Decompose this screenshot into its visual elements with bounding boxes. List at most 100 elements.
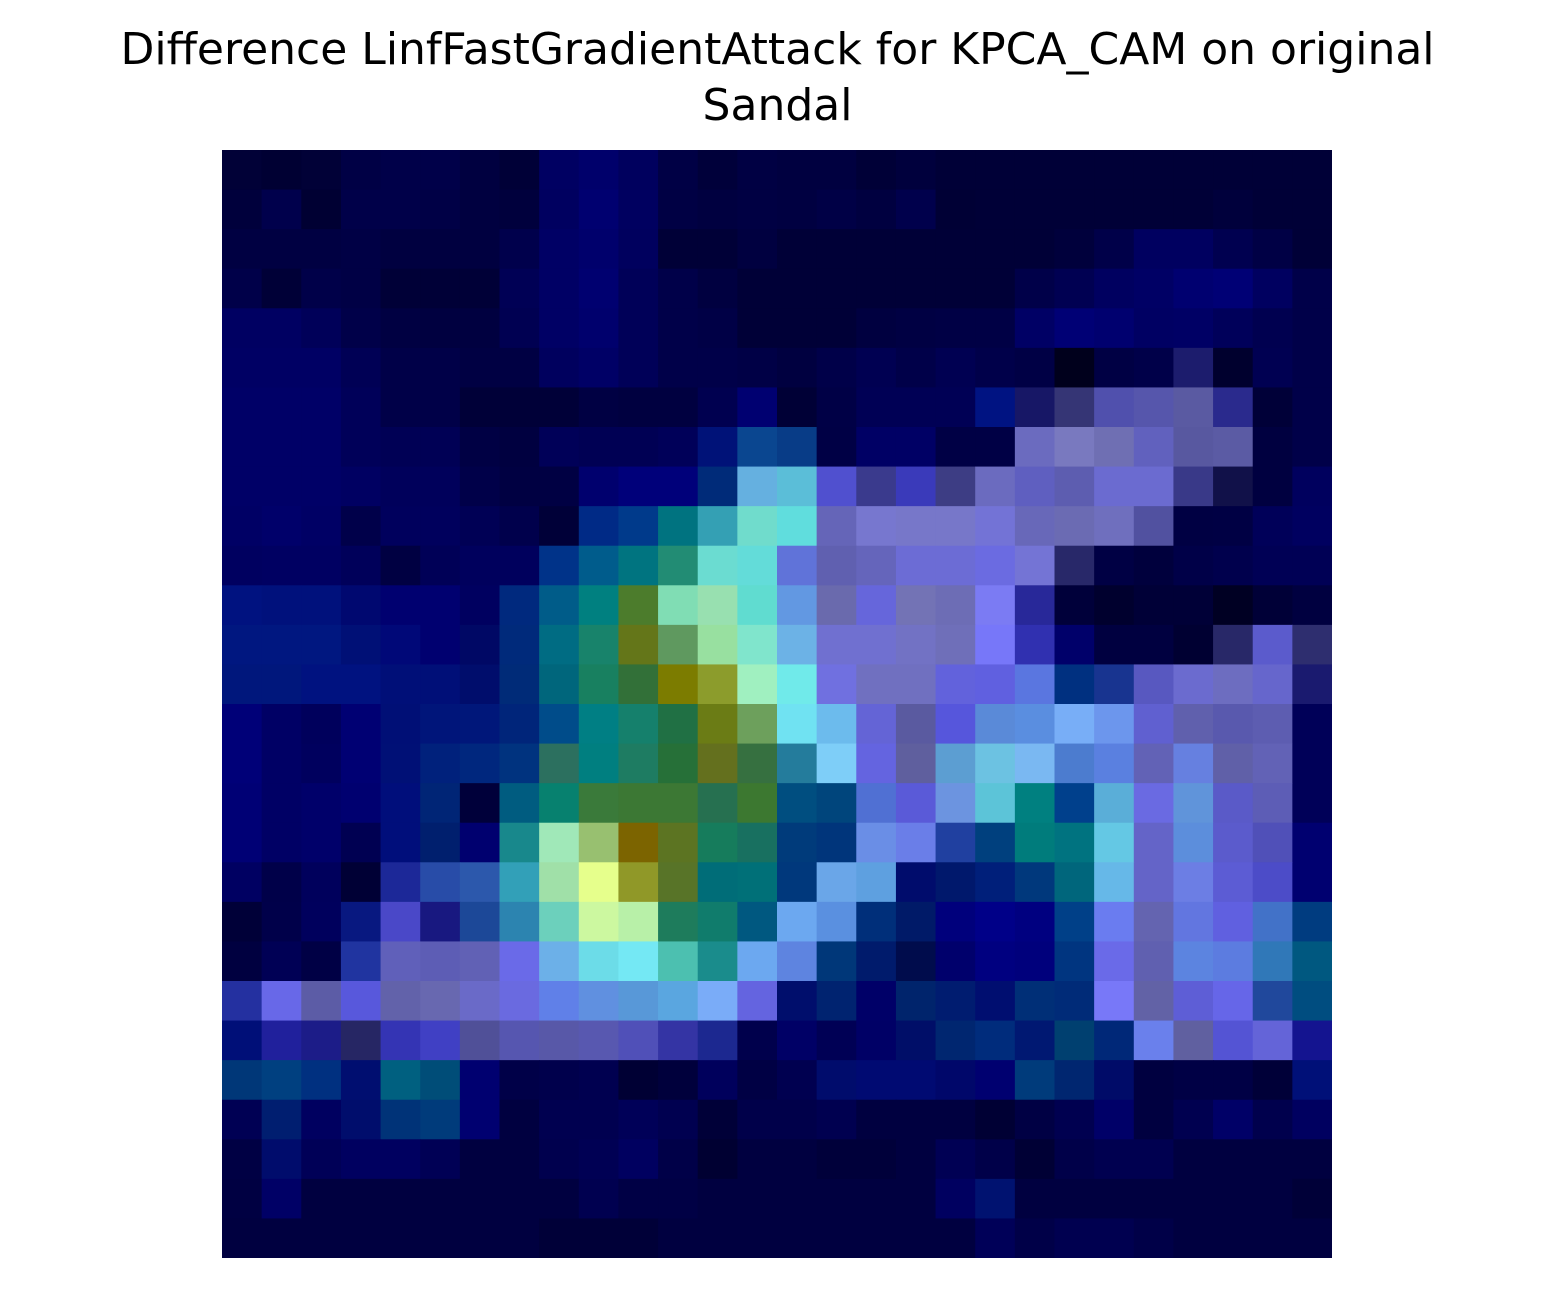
heatmap-cell bbox=[1292, 1099, 1332, 1140]
heatmap-cell bbox=[737, 1218, 778, 1258]
heatmap-cell bbox=[1252, 427, 1293, 468]
heatmap-cell bbox=[697, 466, 738, 507]
heatmap-cell bbox=[340, 704, 382, 745]
heatmap-cell bbox=[261, 1020, 302, 1061]
heatmap-cell bbox=[975, 585, 1016, 626]
heatmap-cell bbox=[1292, 862, 1332, 903]
heatmap-cell bbox=[777, 387, 818, 428]
heatmap-cell bbox=[380, 704, 421, 745]
heatmap-cell bbox=[618, 1218, 659, 1258]
heatmap-cell bbox=[975, 427, 1016, 468]
heatmap-cell bbox=[895, 941, 937, 982]
heatmap-cell bbox=[1173, 1178, 1214, 1220]
heatmap-cell bbox=[261, 308, 302, 349]
heatmap-cell bbox=[301, 545, 342, 586]
heatmap-cell bbox=[420, 1099, 461, 1140]
heatmap-cell bbox=[499, 347, 540, 389]
heatmap-cell bbox=[1054, 1139, 1095, 1180]
heatmap-cell bbox=[1014, 1178, 1056, 1220]
heatmap-cell bbox=[261, 466, 302, 507]
heatmap bbox=[222, 150, 1332, 1258]
heatmap-cell bbox=[1133, 150, 1175, 191]
heatmap-cell bbox=[1094, 1020, 1135, 1061]
heatmap-cell bbox=[816, 822, 857, 863]
heatmap-cell bbox=[697, 822, 738, 863]
heatmap-cell bbox=[658, 862, 699, 903]
heatmap-cell bbox=[895, 624, 937, 666]
heatmap-cell bbox=[578, 743, 620, 784]
heatmap-cell bbox=[895, 150, 937, 191]
heatmap-cell bbox=[697, 506, 738, 547]
heatmap-cell bbox=[222, 862, 263, 903]
heatmap-cell bbox=[1094, 822, 1135, 863]
heatmap-cell bbox=[301, 387, 342, 428]
heatmap-cell bbox=[261, 1139, 302, 1180]
heatmap-cell bbox=[816, 1060, 857, 1101]
heatmap-cell bbox=[499, 427, 540, 468]
heatmap-cell bbox=[1133, 901, 1175, 943]
heatmap-cell bbox=[975, 347, 1016, 389]
heatmap-cell bbox=[380, 466, 421, 507]
heatmap-cell bbox=[697, 387, 738, 428]
heatmap-cell bbox=[420, 347, 461, 389]
heatmap-cell bbox=[975, 229, 1016, 270]
heatmap-cell bbox=[1292, 585, 1332, 626]
heatmap-cell bbox=[380, 624, 421, 666]
heatmap-cell bbox=[1292, 704, 1332, 745]
heatmap-cell bbox=[658, 229, 699, 270]
heatmap-cell bbox=[975, 1020, 1016, 1061]
heatmap-cell bbox=[856, 506, 897, 547]
heatmap-cell bbox=[539, 150, 580, 191]
heatmap-cell bbox=[816, 664, 857, 705]
heatmap-cell bbox=[975, 862, 1016, 903]
heatmap-cell bbox=[1252, 664, 1293, 705]
heatmap-cell bbox=[1173, 664, 1214, 705]
heatmap-cell bbox=[777, 1020, 818, 1061]
heatmap-cell bbox=[459, 862, 501, 903]
heatmap-cell bbox=[1292, 941, 1332, 982]
heatmap-cell bbox=[1094, 427, 1135, 468]
heatmap-cell bbox=[975, 822, 1016, 863]
heatmap-cell bbox=[1213, 783, 1254, 824]
heatmap-cell bbox=[380, 1099, 421, 1140]
heatmap-cell bbox=[222, 1099, 263, 1140]
heatmap-cell bbox=[816, 150, 857, 191]
heatmap-cell bbox=[935, 308, 976, 349]
heatmap-cell bbox=[1173, 1218, 1214, 1258]
heatmap-cell bbox=[380, 981, 421, 1022]
heatmap-cell bbox=[380, 427, 421, 468]
heatmap-cell bbox=[1292, 981, 1332, 1022]
heatmap-cell bbox=[895, 664, 937, 705]
heatmap-cell bbox=[380, 229, 421, 270]
heatmap-cell bbox=[1252, 743, 1293, 784]
heatmap-cell bbox=[856, 743, 897, 784]
heatmap-cell bbox=[618, 268, 659, 309]
heatmap-cell bbox=[1054, 1020, 1095, 1061]
heatmap-cell bbox=[222, 229, 263, 270]
heatmap-cell bbox=[737, 1139, 778, 1180]
heatmap-cell bbox=[1133, 308, 1175, 349]
heatmap-cell bbox=[539, 704, 580, 745]
heatmap-cell bbox=[222, 308, 263, 349]
heatmap-cell bbox=[816, 862, 857, 903]
heatmap-cell bbox=[1133, 783, 1175, 824]
heatmap-cell bbox=[1014, 347, 1056, 389]
heatmap-cell bbox=[697, 1139, 738, 1180]
heatmap-cell bbox=[1252, 981, 1293, 1022]
heatmap-cell bbox=[340, 941, 382, 982]
heatmap-cell bbox=[261, 822, 302, 863]
heatmap-cell bbox=[1014, 150, 1056, 191]
heatmap-cell bbox=[578, 268, 620, 309]
heatmap-cell bbox=[1014, 1218, 1056, 1258]
heatmap-cell bbox=[420, 862, 461, 903]
heatmap-cell bbox=[420, 981, 461, 1022]
heatmap-cell bbox=[777, 506, 818, 547]
heatmap-cell bbox=[935, 229, 976, 270]
heatmap-cell bbox=[895, 427, 937, 468]
heatmap-cell bbox=[539, 783, 580, 824]
heatmap-cell bbox=[1094, 387, 1135, 428]
heatmap-cell bbox=[380, 743, 421, 784]
heatmap-cell bbox=[1133, 981, 1175, 1022]
heatmap-cell bbox=[340, 822, 382, 863]
heatmap-cell bbox=[1213, 901, 1254, 943]
